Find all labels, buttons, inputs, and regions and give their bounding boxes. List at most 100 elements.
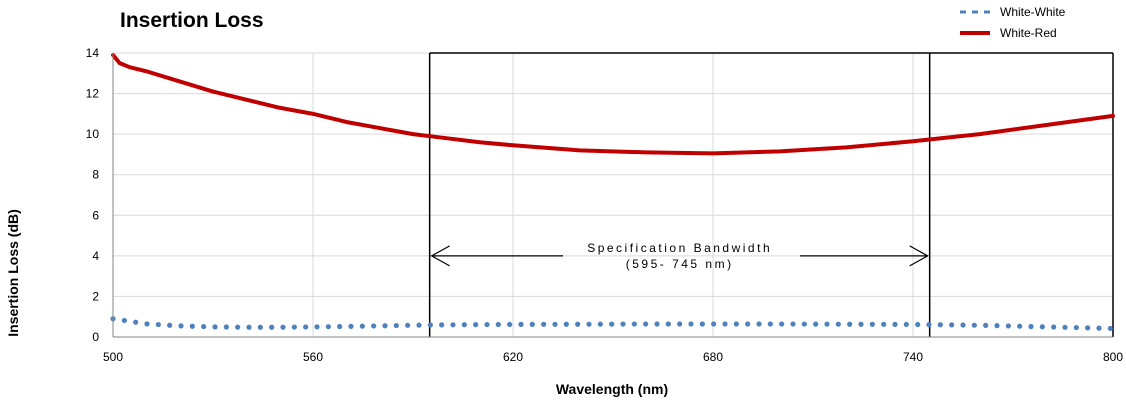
data-point (337, 323, 343, 330)
data-point (654, 321, 660, 327)
data-point (133, 319, 139, 325)
data-point (507, 321, 513, 328)
data-point (314, 324, 320, 330)
data-point (1085, 325, 1091, 331)
spec-arrowhead-right (909, 245, 929, 267)
data-point (495, 321, 501, 328)
data-point (450, 322, 456, 328)
data-point (325, 324, 331, 330)
chart-title: Insertion Loss (120, 9, 264, 32)
data-point (371, 323, 377, 329)
data-point (688, 321, 694, 327)
spec-label-line2: (595- 745 nm) (626, 257, 734, 271)
data-point (1017, 323, 1023, 329)
data-point (994, 323, 1000, 329)
data-point (869, 321, 875, 327)
legend-label-white-white: White-White (1000, 5, 1066, 19)
data-point (269, 324, 275, 330)
series-line-white-red (111, 53, 1115, 156)
data-point (631, 321, 637, 327)
data-point (733, 321, 739, 327)
data-point (461, 322, 467, 328)
data-point (926, 322, 932, 328)
y-tick-label: 0 (92, 330, 99, 344)
series-white-white (110, 316, 1113, 332)
data-point (722, 321, 728, 327)
data-point (552, 321, 558, 327)
y-tick-label: 14 (86, 46, 100, 60)
data-point (1005, 323, 1011, 329)
legend-label-white-red: White-Red (1000, 26, 1057, 40)
x-tick-label: 500 (103, 350, 123, 364)
data-point (518, 321, 524, 327)
x-tick-label: 740 (903, 350, 923, 364)
data-point (847, 321, 853, 327)
data-point (212, 324, 218, 330)
data-point (167, 322, 173, 328)
data-point (960, 322, 966, 328)
data-point (790, 321, 796, 327)
data-point (201, 323, 207, 330)
y-tick-label: 8 (92, 168, 99, 182)
data-point (892, 321, 898, 327)
data-point (903, 321, 909, 328)
data-point (745, 321, 751, 327)
data-point (416, 322, 422, 328)
data-point (541, 321, 547, 327)
data-point (563, 321, 569, 327)
data-point (665, 321, 671, 327)
data-point (235, 324, 241, 330)
gridlines (112, 52, 1114, 338)
y-tick-label: 4 (92, 249, 99, 263)
data-point (835, 321, 841, 327)
data-point (1107, 325, 1113, 332)
data-point (643, 321, 649, 327)
data-point (586, 321, 592, 327)
data-point (1073, 324, 1079, 331)
data-point (303, 324, 309, 330)
y-axis-label: Insertion Loss (dB) (5, 209, 21, 337)
data-point (393, 322, 399, 329)
data-point (915, 321, 921, 328)
data-point (529, 321, 535, 327)
spec-arrowhead-left (430, 245, 450, 267)
data-point (983, 322, 989, 328)
data-point (121, 317, 127, 324)
y-tick-label: 12 (86, 87, 100, 101)
x-tick-label: 560 (303, 350, 323, 364)
data-point (949, 322, 955, 328)
data-point (178, 323, 184, 329)
data-point (155, 321, 161, 328)
data-point (257, 324, 263, 330)
data-point (824, 321, 830, 327)
data-point (280, 324, 286, 330)
data-point (359, 323, 365, 329)
x-tick-label: 680 (703, 350, 723, 364)
axes: 0 2 4 6 8 10 12 14 500 560 620 680 740 800 (86, 46, 1124, 364)
data-point (1096, 325, 1102, 331)
data-point (801, 321, 807, 327)
data-point (699, 321, 705, 327)
data-point (1051, 324, 1057, 330)
specification-band: Specification Bandwidth (595- 745 nm) (428, 52, 1114, 337)
x-tick-label: 620 (503, 350, 523, 364)
x-tick-label: 800 (1103, 350, 1123, 364)
data-point (246, 324, 252, 330)
x-axis-label: Wavelength (nm) (556, 381, 668, 397)
data-point (1039, 324, 1045, 330)
data-point (937, 322, 943, 328)
data-point (439, 322, 445, 328)
data-point (971, 322, 977, 328)
y-tick-label: 2 (92, 289, 99, 303)
data-point (291, 324, 297, 330)
data-point (473, 322, 479, 328)
y-tick-label: 10 (86, 127, 100, 141)
data-point (677, 321, 683, 327)
data-point (484, 321, 490, 328)
data-point (575, 321, 581, 327)
data-point (382, 323, 388, 329)
data-point (348, 323, 354, 329)
data-point (620, 321, 626, 327)
data-point (144, 321, 150, 327)
